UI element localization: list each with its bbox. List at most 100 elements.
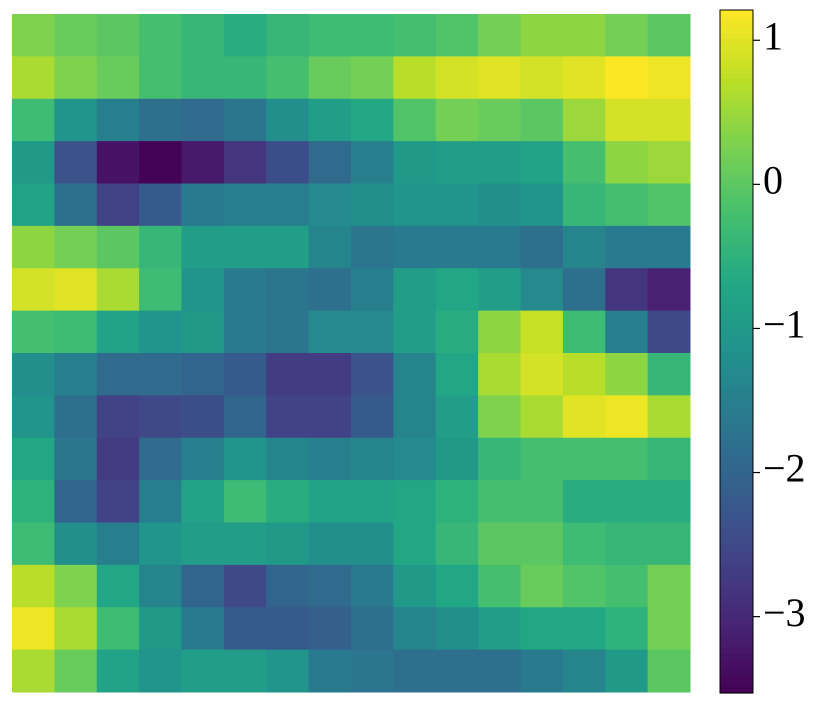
colorbar-segment	[720, 186, 753, 193]
heatmap-cell	[96, 310, 140, 354]
colorbar-segment	[720, 379, 753, 387]
colorbar-segment	[720, 197, 753, 205]
colorbar-segment	[720, 340, 753, 347]
heatmap-cell	[139, 268, 182, 312]
colorbar-segment	[720, 249, 753, 256]
heatmap-cell	[181, 522, 225, 566]
colorbar-segment	[720, 118, 753, 125]
heatmap-cell	[605, 225, 649, 269]
heatmap-cell	[435, 437, 479, 481]
colorbar-segment	[720, 288, 753, 296]
heatmap-cell	[435, 649, 479, 693]
heatmap-cell	[562, 649, 606, 693]
heatmap-cell	[478, 56, 521, 100]
heatmap-cell	[351, 268, 394, 312]
heatmap-cell	[605, 522, 649, 566]
heatmap-cell	[96, 522, 140, 566]
heatmap-cell	[351, 310, 394, 354]
heatmap-cell	[308, 480, 352, 523]
colorbar-segment	[720, 584, 753, 592]
colorbar-segment	[720, 311, 753, 318]
colorbar-segment	[720, 630, 753, 637]
colorbar-segment	[720, 72, 753, 79]
heatmap-cell	[435, 395, 479, 439]
heatmap-cell	[562, 141, 606, 184]
colorbar-segment	[720, 95, 753, 102]
heatmap-cell	[181, 395, 225, 439]
colorbar-segment	[720, 237, 753, 244]
colorbar-segment	[720, 641, 753, 649]
heatmap-cell	[12, 437, 55, 481]
heatmap-cell	[139, 310, 182, 354]
colorbar-segment	[720, 129, 753, 136]
colorbar-segment	[720, 596, 753, 603]
heatmap-cell	[12, 56, 55, 100]
colorbar-segment	[720, 419, 753, 427]
heatmap-cell	[54, 14, 98, 57]
heatmap-cell	[351, 437, 394, 481]
colorbar-segment	[720, 283, 753, 290]
heatmap-cell	[12, 310, 55, 354]
heatmap-cell	[96, 480, 140, 523]
colorbar-segment	[720, 482, 753, 489]
heatmap-cell	[435, 14, 479, 57]
heatmap-cell	[351, 56, 394, 100]
heatmap-cell	[223, 141, 267, 184]
colorbar-segment	[720, 89, 753, 96]
colorbar-segment	[720, 653, 753, 660]
heatmap-cell	[478, 353, 521, 396]
heatmap-cell	[520, 649, 564, 693]
heatmap-cell	[478, 268, 521, 312]
heatmap-cell	[54, 522, 98, 566]
heatmap-cell	[605, 395, 649, 439]
heatmap-cell	[520, 141, 564, 184]
heatmap-cell	[562, 395, 606, 439]
heatmap-cell	[605, 56, 649, 100]
colorbar-segment	[720, 687, 753, 694]
heatmap-cell	[520, 480, 564, 523]
heatmap-cell	[351, 649, 394, 693]
colorbar-segment	[720, 271, 753, 279]
colorbar-segment	[720, 209, 753, 216]
heatmap-cell	[54, 649, 98, 693]
heatmap-cell	[393, 395, 437, 439]
heatmap-cell	[308, 649, 352, 693]
heatmap-cell	[96, 141, 140, 184]
heatmap-cell	[308, 522, 352, 566]
heatmap-cell	[223, 522, 267, 566]
heatmap-cell	[54, 353, 98, 396]
heatmap-cell	[96, 56, 140, 100]
heatmap-cell	[520, 437, 564, 481]
heatmap-cell	[96, 649, 140, 693]
heatmap-cell	[605, 98, 649, 142]
heatmap-cell	[54, 310, 98, 354]
heatmap-cell	[647, 480, 691, 523]
heatmap-cell	[223, 607, 267, 651]
heatmap-cell	[223, 395, 267, 439]
heatmap-cell	[139, 522, 182, 566]
heatmap-cell	[181, 310, 225, 354]
heatmap-cell	[562, 183, 606, 227]
heatmap-cell	[181, 183, 225, 227]
colorbar-segment	[720, 505, 753, 512]
heatmap-cell	[478, 649, 521, 693]
colorbar-segment	[720, 15, 753, 22]
heatmap-cell	[308, 98, 352, 142]
colorbar-segment	[720, 220, 753, 227]
heatmap-cell	[12, 268, 55, 312]
heatmap-cell	[393, 183, 437, 227]
heatmap-cell	[266, 268, 310, 312]
colorbar-segment	[720, 243, 753, 250]
colorbar-tick-label: −2	[763, 446, 806, 491]
heatmap-cell	[393, 14, 437, 57]
heatmap-cell	[223, 564, 267, 608]
heatmap-cell	[139, 98, 182, 142]
colorbar-segment	[720, 112, 753, 119]
heatmap-cell	[181, 14, 225, 57]
heatmap-cell	[562, 14, 606, 57]
heatmap-cell	[96, 564, 140, 608]
colorbar-segment	[720, 169, 753, 176]
heatmap-cell	[435, 607, 479, 651]
heatmap-cell	[435, 183, 479, 227]
